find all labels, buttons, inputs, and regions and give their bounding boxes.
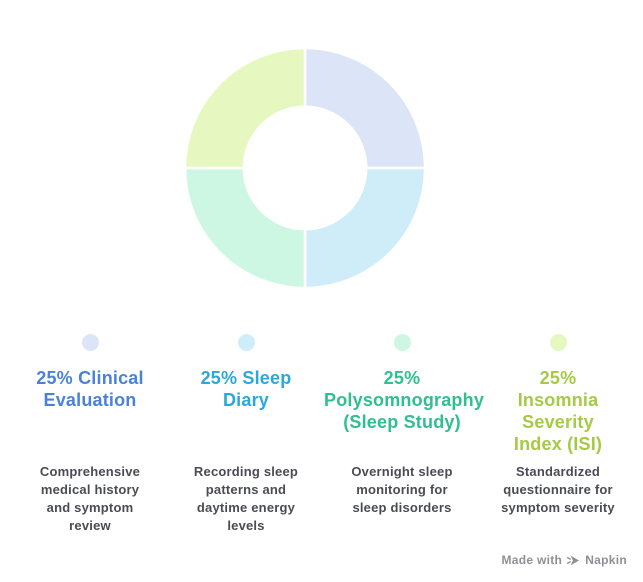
- donut-chart-svg: [183, 46, 427, 290]
- donut-segment-3: [183, 166, 307, 290]
- attribution: Made with Napkin: [501, 553, 627, 567]
- legend-description: Overnight sleep monitoring for sleep dis…: [351, 464, 453, 515]
- legend-title: 25% Insomnia Severity Index (ISI): [513, 368, 603, 454]
- legend-title: 25% Polysomnography (Sleep Study): [324, 368, 485, 432]
- legend-dot-insomnia-severity-index: [549, 334, 567, 351]
- legend-description: Standardized questionnaire for symptom s…: [501, 464, 615, 515]
- made-with-text: Made with: [501, 553, 563, 567]
- legend-item-insomnia-severity-index: 25% Insomnia Severity Index (ISI) Standa…: [480, 334, 636, 554]
- legend-dot-polysomnography: [393, 334, 411, 351]
- legend-title: 25% Sleep Diary: [200, 368, 292, 410]
- legend-dot-clinical-evaluation: [81, 334, 99, 351]
- legend-description: Comprehensive medical history and sympto…: [39, 464, 141, 533]
- legend-item-polysomnography: 25% Polysomnography (Sleep Study) Overni…: [324, 334, 485, 554]
- legend-item-clinical-evaluation: 25% Clinical Evaluation Comprehensive me…: [12, 334, 168, 554]
- donut-segment-1: [303, 46, 427, 170]
- legend-dot-sleep-diary: [237, 334, 255, 351]
- legend-title: 25% Clinical Evaluation: [36, 368, 144, 410]
- donut-chart: [175, 38, 435, 298]
- legend-item-sleep-diary: 25% Sleep Diary Recording sleep patterns…: [168, 334, 324, 554]
- brand-name: Napkin: [585, 553, 627, 567]
- donut-segment-2: [303, 166, 427, 290]
- donut-segment-4: [183, 46, 307, 170]
- legend-description: Recording sleep patterns and daytime ene…: [193, 464, 299, 533]
- napkin-logo-icon: [567, 555, 580, 565]
